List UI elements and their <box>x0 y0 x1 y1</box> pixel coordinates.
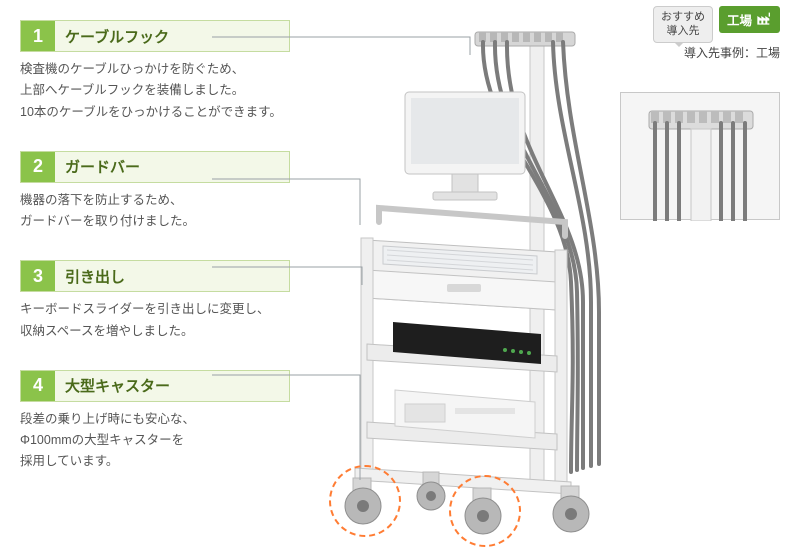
recommendation-caption: 導入先事例：工場 <box>684 44 780 61</box>
feature-header: 3 引き出し <box>20 260 290 292</box>
feature-header: 1 ケーブルフック <box>20 20 290 52</box>
cable-hook-detail-icon <box>621 93 781 221</box>
feature-item: 4 大型キャスター 段差の乗り上げ時にも安心な、 Φ100mmの大型キャスターを… <box>20 370 290 473</box>
feature-number: 2 <box>21 152 55 182</box>
cable-hook-detail-panel <box>620 92 780 220</box>
feature-title: 大型キャスター <box>55 371 289 401</box>
feature-title: ガードバー <box>55 152 289 182</box>
feature-number: 1 <box>21 21 55 51</box>
feature-number: 3 <box>21 261 55 291</box>
caster-highlight-ring <box>449 475 521 547</box>
feature-item: 3 引き出し キーボードスライダーを引き出しに変更し、 収納スペースを増やしまし… <box>20 260 290 342</box>
feature-item: 1 ケーブルフック 検査機のケーブルひっかけを防ぐため、 上部へケーブルフックを… <box>20 20 290 123</box>
feature-body: 段差の乗り上げ時にも安心な、 Φ100mmの大型キャスターを 採用しています。 <box>20 409 290 473</box>
feature-body: 機器の落下を防止するため、 ガードバーを取り付けました。 <box>20 190 290 233</box>
factory-icon <box>756 11 772 28</box>
caster-highlight-ring <box>329 465 401 537</box>
recommendation-chip: 工場 <box>719 6 780 33</box>
feature-header: 2 ガードバー <box>20 151 290 183</box>
recommendation-tag-line1: おすすめ <box>661 11 705 23</box>
feature-list: 1 ケーブルフック 検査機のケーブルひっかけを防ぐため、 上部へケーブルフックを… <box>20 20 290 473</box>
recommendation-badge: おすすめ 導入先 工場 <box>653 6 780 43</box>
page-root: 1 ケーブルフック 検査機のケーブルひっかけを防ぐため、 上部へケーブルフックを… <box>0 0 802 558</box>
recommendation-tag-line2: 導入先 <box>666 25 699 37</box>
feature-item: 2 ガードバー 機器の落下を防止するため、 ガードバーを取り付けました。 <box>20 151 290 233</box>
recommendation-tag: おすすめ 導入先 <box>653 6 713 43</box>
feature-number: 4 <box>21 371 55 401</box>
feature-body: キーボードスライダーを引き出しに変更し、 収納スペースを増やしました。 <box>20 299 290 342</box>
feature-title: ケーブルフック <box>55 21 289 51</box>
feature-title: 引き出し <box>55 261 289 291</box>
recommendation-chip-label: 工場 <box>727 10 752 29</box>
feature-header: 4 大型キャスター <box>20 370 290 402</box>
feature-body: 検査機のケーブルひっかけを防ぐため、 上部へケーブルフックを装備しました。 10… <box>20 59 290 123</box>
